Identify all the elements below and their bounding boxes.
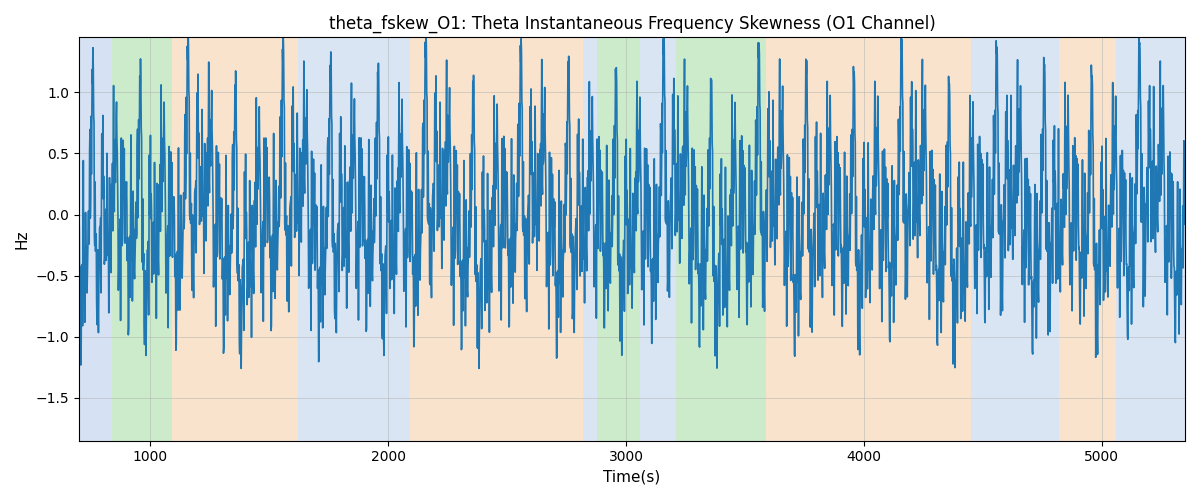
Bar xyxy=(172,38,298,440)
Bar xyxy=(767,38,971,440)
Bar xyxy=(641,38,676,440)
Bar xyxy=(409,38,583,440)
Bar xyxy=(113,38,172,440)
Bar xyxy=(298,38,409,440)
Bar xyxy=(598,38,641,440)
Title: theta_fskew_O1: Theta Instantaneous Frequency Skewness (O1 Channel): theta_fskew_O1: Theta Instantaneous Freq… xyxy=(329,15,935,34)
Bar xyxy=(583,38,598,440)
Bar xyxy=(79,38,113,440)
Bar xyxy=(971,38,1058,440)
Y-axis label: Hz: Hz xyxy=(14,230,30,249)
X-axis label: Time(s): Time(s) xyxy=(604,470,660,485)
Bar xyxy=(1058,38,1116,440)
Bar xyxy=(676,38,767,440)
Bar xyxy=(1116,38,1186,440)
